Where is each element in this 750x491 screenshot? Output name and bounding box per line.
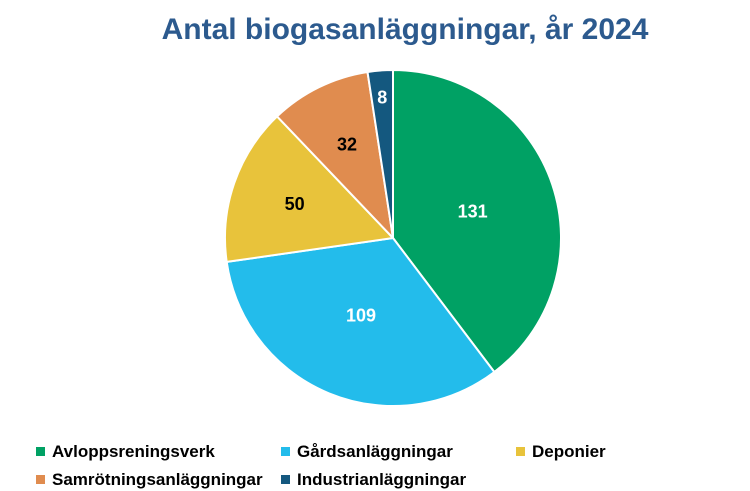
chart-title: Antal biogasanläggningar, år 2024 xyxy=(161,13,649,46)
pie-slice xyxy=(225,237,496,407)
pie-slice xyxy=(366,69,394,239)
legend-swatch-icon xyxy=(281,475,290,484)
pie-slice xyxy=(224,115,394,263)
legend-item: Industrianläggningar xyxy=(281,469,516,490)
legend-item: Gårdsanläggningar xyxy=(281,441,516,462)
legend-label: Deponier xyxy=(532,442,606,461)
pie-slice xyxy=(392,69,562,374)
legend-item: Deponier xyxy=(516,441,740,462)
pie-slice-value-label: 50 xyxy=(285,194,305,214)
legend-swatch-icon xyxy=(516,447,525,456)
legend-item: Samrötningsanläggningar xyxy=(36,469,281,490)
pie-slice-value-label: 32 xyxy=(337,135,357,155)
legend-label: Gårdsanläggningar xyxy=(297,442,453,461)
legend-label: Samrötningsanläggningar xyxy=(52,470,263,489)
legend-swatch-icon xyxy=(281,447,290,456)
pie-slice xyxy=(276,70,394,239)
legend-item: Avloppsreningsverk xyxy=(36,441,281,462)
pie-slice-value-label: 131 xyxy=(458,201,488,221)
legend-label: Industrianläggningar xyxy=(297,470,467,489)
legend-swatch-icon xyxy=(36,475,45,484)
legend-label: Avloppsreningsverk xyxy=(52,442,215,461)
pie-slice-value-label: 8 xyxy=(377,87,387,107)
legend-swatch-icon xyxy=(36,447,45,456)
pie-slice-value-label: 109 xyxy=(346,306,376,326)
chart-legend: Avloppsreningsverk Gårdsanläggningar Depon… xyxy=(36,441,740,490)
